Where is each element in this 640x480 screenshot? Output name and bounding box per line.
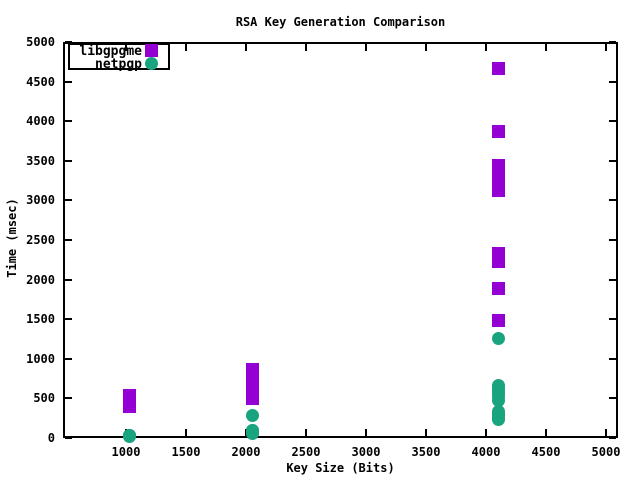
legend-marker-netpgp <box>145 57 158 70</box>
y-tick-mark-right <box>609 318 616 321</box>
x-tick-label: 3500 <box>411 445 441 459</box>
plot-area: libgpgme netpgp 1000 1500 2000 2500 3000 3500 4… <box>26 35 620 459</box>
data-point-libgpgme <box>491 247 505 261</box>
y-tick-mark <box>65 199 72 202</box>
x-tick-mark <box>605 429 607 436</box>
x-tick-mark-top <box>125 44 127 51</box>
y-tick-mark <box>65 41 72 43</box>
y-tick-mark-right <box>609 437 616 439</box>
y-tick-mark <box>65 318 72 321</box>
legend-label-netpgp: netpgp <box>95 57 142 72</box>
x-axis-label: Key Size (Bits) <box>286 461 395 475</box>
data-point-netpgp <box>122 428 136 442</box>
legend-marker-libgpgme <box>145 44 158 57</box>
data-point-netpgp <box>491 404 505 418</box>
y-tick-mark-right <box>609 120 616 123</box>
y-tick-label: 0 <box>47 431 55 445</box>
x-tick-label: 2500 <box>291 445 321 459</box>
x-tick-mark-top <box>185 44 187 51</box>
x-tick-mark-top <box>605 44 607 51</box>
y-tick-mark <box>65 357 72 360</box>
y-tick-mark-right <box>609 199 616 202</box>
y-tick-label: 1000 <box>26 351 55 366</box>
x-tick-mark <box>185 429 187 436</box>
x-tick-mark <box>365 429 367 436</box>
y-tick-mark-right <box>609 397 616 400</box>
y-tick-mark <box>65 278 72 281</box>
x-tick-label: 4000 <box>471 445 501 459</box>
y-tick-mark-right <box>609 41 616 43</box>
y-tick-label: 3000 <box>26 193 55 208</box>
y-tick-mark <box>65 239 72 241</box>
y-tick-mark <box>65 397 72 400</box>
x-tick-label: 1000 <box>111 445 141 459</box>
x-tick-mark <box>425 429 427 436</box>
y-tick-label: 3500 <box>26 153 55 168</box>
y-tick-label: 2000 <box>26 272 55 287</box>
y-tick-mark <box>65 159 72 162</box>
x-tick-mark-top <box>545 44 547 51</box>
y-tick-label: 2500 <box>26 233 55 247</box>
y-tick-mark-right <box>609 80 616 83</box>
chart-title: RSA Key Generation Comparison <box>235 15 446 29</box>
x-tick-mark-top <box>245 44 247 51</box>
x-tick-mark-top <box>425 44 427 51</box>
x-tick-mark-top <box>485 44 487 51</box>
data-point-netpgp <box>245 423 259 437</box>
data-point-libgpgme <box>491 158 505 172</box>
x-tick-mark <box>545 429 547 436</box>
data-point-netpgp <box>245 409 259 423</box>
x-tick-label: 1500 <box>171 445 201 459</box>
x-tick-label: 5000 <box>591 445 621 459</box>
y-tick-mark-right <box>609 278 616 281</box>
data-point-libgpgme <box>245 363 259 377</box>
data-point-netpgp <box>491 378 505 392</box>
data-point-libgpgme <box>491 282 505 296</box>
x-tick-label: 2000 <box>231 445 261 459</box>
y-tick-label: 5000 <box>26 35 55 49</box>
legend-box: libgpgme netpgp <box>68 43 170 72</box>
x-tick-mark-top <box>305 44 307 51</box>
x-tick-mark-top <box>365 44 367 51</box>
y-tick-mark <box>65 80 72 83</box>
y-tick-label: 1500 <box>26 312 55 327</box>
x-tick-label: 3000 <box>351 445 381 459</box>
y-tick-mark-right <box>609 239 616 241</box>
y-tick-mark <box>65 120 72 123</box>
data-point-libgpgme <box>491 313 505 327</box>
plot-border <box>63 42 618 438</box>
y-tick-mark-right <box>609 357 616 360</box>
y-tick-label: 4000 <box>26 114 55 129</box>
x-tick-mark <box>305 429 307 436</box>
y-tick-label: 500 <box>33 391 55 406</box>
data-point-libgpgme <box>122 388 136 402</box>
data-point-netpgp <box>491 331 505 345</box>
y-tick-mark-right <box>609 159 616 162</box>
data-point-libgpgme <box>491 124 505 138</box>
x-tick-label: 4500 <box>531 445 561 459</box>
x-tick-mark <box>485 429 487 436</box>
data-point-libgpgme <box>491 62 505 76</box>
y-tick-mark <box>65 437 72 439</box>
y-tick-label: 4500 <box>26 74 55 89</box>
